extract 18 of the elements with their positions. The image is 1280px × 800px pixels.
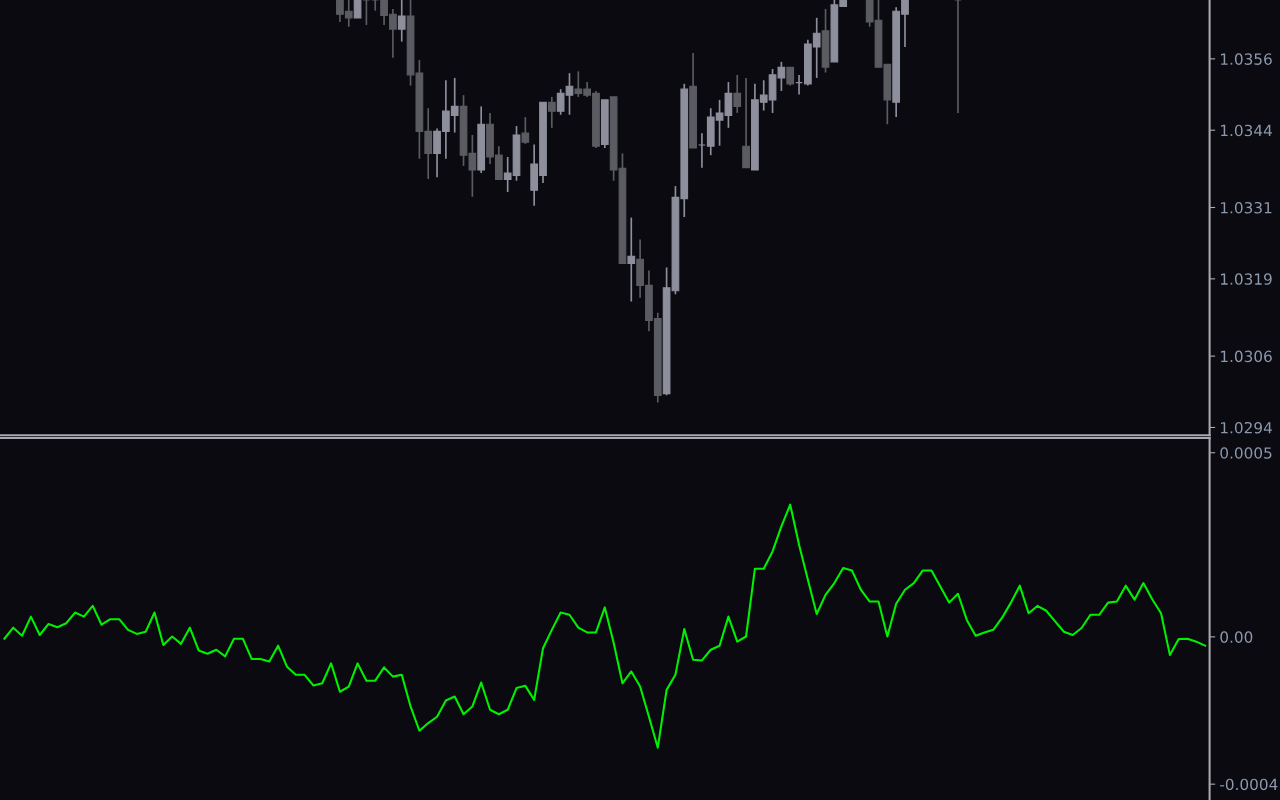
candlestick bbox=[521, 116, 530, 145]
candlestick bbox=[627, 216, 636, 303]
candlestick bbox=[742, 77, 750, 169]
y-tick-label: 0.0005 bbox=[1220, 447, 1272, 459]
y-tick-label: 1.0306 bbox=[1221, 350, 1272, 363]
candlestick bbox=[362, 0, 371, 26]
y-tick-label: 1.0319 bbox=[1221, 273, 1272, 285]
y-tick-label: 1.0331 bbox=[1221, 201, 1272, 214]
y-tick-label: 0.00 bbox=[1220, 631, 1253, 643]
y-tick-label: -0.0004 bbox=[1220, 778, 1278, 791]
y-tick-label: 1.0344 bbox=[1221, 124, 1272, 137]
y-tick-label: 1.0356 bbox=[1221, 53, 1272, 65]
candlestick bbox=[786, 66, 795, 87]
y-tick-label: 1.0294 bbox=[1221, 421, 1272, 434]
candlestick bbox=[733, 74, 742, 114]
candlestick bbox=[397, 0, 406, 43]
candlestick bbox=[547, 96, 556, 129]
line-series bbox=[3, 503, 1207, 749]
